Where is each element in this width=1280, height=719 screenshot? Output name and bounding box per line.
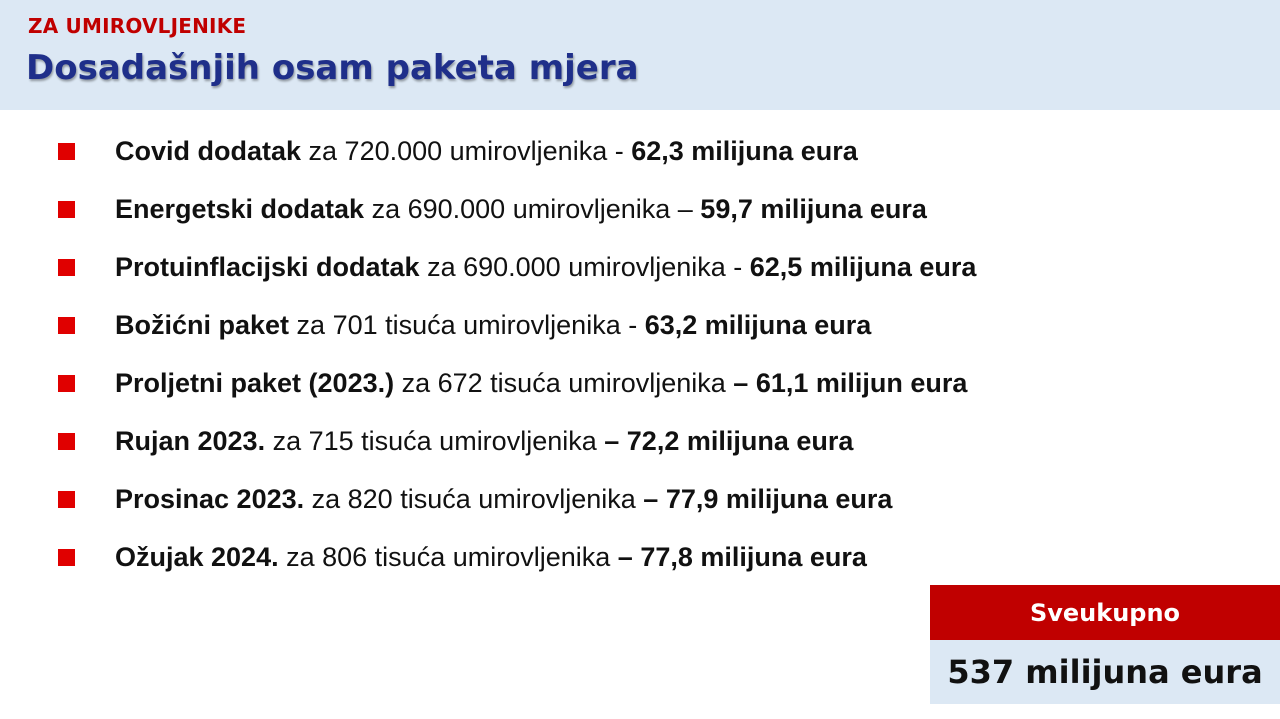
item-amount: 59,7 milijuna eura xyxy=(700,193,927,224)
item-detail: za 820 tisuća umirovljenika xyxy=(304,483,644,514)
item-separator: - xyxy=(628,309,645,340)
item-amount: 77,9 milijuna eura xyxy=(665,483,893,514)
item-name: Božićni paket xyxy=(115,309,290,340)
item-separator: - xyxy=(733,251,750,282)
item-detail: za 690.000 umirovljenika xyxy=(419,251,734,282)
item-separator: – xyxy=(643,483,666,514)
total-value: 537 milijuna eura xyxy=(930,640,1280,704)
item-separator: – xyxy=(604,425,627,456)
list-item: Proljetni paket (2023.) za 672 tisuća um… xyxy=(58,363,1178,403)
item-amount: 62,3 milijuna eura xyxy=(631,135,858,166)
item-amount: 77,8 milijuna eura xyxy=(640,541,867,572)
item-separator: – xyxy=(617,541,641,572)
square-bullet-icon xyxy=(58,200,75,218)
square-bullet-icon xyxy=(58,490,75,508)
square-bullet-icon xyxy=(58,432,75,450)
list-item: Prosinac 2023. za 820 tisuća umirovljeni… xyxy=(58,479,1178,519)
list-item: Energetski dodatak za 690.000 umirovljen… xyxy=(58,189,1178,229)
item-separator: – xyxy=(733,367,756,398)
item-amount: 62,5 milijuna eura xyxy=(749,251,977,282)
item-name: Covid dodatak xyxy=(115,135,302,166)
square-bullet-icon xyxy=(58,316,75,334)
item-detail: za 806 tisuća umirovljenika xyxy=(278,541,618,572)
item-detail: za 690.000 umirovljenika xyxy=(364,193,678,224)
list-item: Protuinflacijski dodatak za 690.000 umir… xyxy=(58,247,1178,287)
item-name: Prosinac 2023. xyxy=(115,483,305,514)
list-item: Božićni paket za 701 tisuća umirovljenik… xyxy=(58,305,1178,345)
item-amount: 61,1 milijun eura xyxy=(755,367,968,398)
item-name: Energetski dodatak xyxy=(115,193,365,224)
item-amount: 63,2 milijuna eura xyxy=(644,309,872,340)
square-bullet-icon xyxy=(58,548,75,566)
item-amount: 72,2 milijuna eura xyxy=(626,425,854,456)
square-bullet-icon xyxy=(58,142,75,160)
square-bullet-icon xyxy=(58,258,75,276)
item-detail: za 715 tisuća umirovljenika xyxy=(265,425,605,456)
list-item: Rujan 2023. za 715 tisuća umirovljenika … xyxy=(58,421,1178,461)
slide-title: Dosadašnjih osam paketa mjera xyxy=(26,48,639,88)
item-detail: za 720.000 umirovljenika xyxy=(301,135,615,166)
item-detail: za 672 tisuća umirovljenika xyxy=(394,367,734,398)
item-name: Proljetni paket (2023.) xyxy=(115,367,395,398)
list-item: Covid dodatak za 720.000 umirovljenika -… xyxy=(58,131,1178,171)
slide-kicker: ZA UMIROVLJENIKE xyxy=(28,14,247,38)
item-separator: – xyxy=(677,193,701,224)
item-name: Ožujak 2024. xyxy=(115,541,279,572)
total-label: Sveukupno xyxy=(930,585,1280,640)
item-separator: - xyxy=(614,135,632,166)
list-item: Ožujak 2024. za 806 tisuća umirovljenika… xyxy=(58,537,1178,577)
square-bullet-icon xyxy=(58,374,75,392)
slide-header: ZA UMIROVLJENIKE Dosadašnjih osam paketa… xyxy=(0,0,1280,110)
item-name: Protuinflacijski dodatak xyxy=(115,251,420,282)
item-detail: za 701 tisuća umirovljenika xyxy=(289,309,629,340)
item-name: Rujan 2023. xyxy=(115,425,266,456)
